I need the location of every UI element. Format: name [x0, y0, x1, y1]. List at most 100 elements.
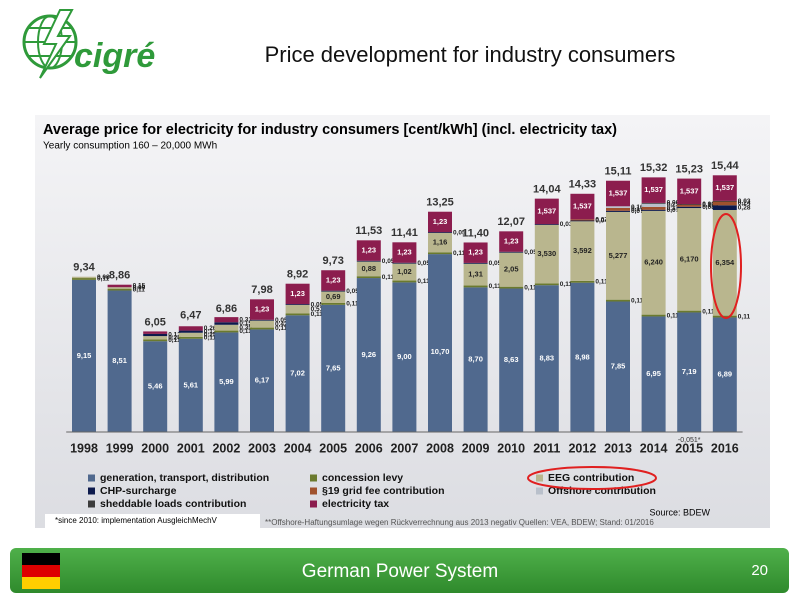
bar-segment: [285, 315, 310, 432]
value-label: 0,07: [631, 208, 644, 215]
value-label: 0,11: [453, 250, 466, 257]
value-label: 0,15: [239, 320, 252, 327]
bar-segment: [463, 287, 488, 432]
bar-segment: [214, 330, 239, 333]
value-label: 0,11: [524, 284, 537, 291]
value-label: 1,537: [573, 202, 592, 211]
bar-segment: [463, 285, 488, 288]
value-label: 6,89: [717, 370, 732, 379]
footer-bar: [10, 548, 789, 593]
bar-segment: [356, 278, 381, 432]
value-label: 1,23: [361, 246, 376, 255]
bar-segment: [72, 279, 96, 432]
annotation: -0,051*: [678, 437, 701, 444]
page-number: 20: [751, 562, 768, 579]
bar-segment: [641, 316, 666, 432]
legend-swatch: [88, 487, 95, 495]
bar-segment: [606, 180, 630, 207]
value-label: 0,11: [595, 279, 608, 286]
value-label: 1,537: [537, 206, 556, 215]
value-label: 5,61: [183, 380, 198, 389]
value-label: 0,11: [311, 311, 324, 318]
legend-label: sheddable loads contribution: [100, 498, 246, 510]
value-label: 1,23: [504, 237, 519, 246]
value-label: 0,15: [133, 283, 146, 290]
value-label: 0,04: [595, 218, 608, 225]
x-tick-label: 2005: [319, 441, 347, 455]
bar-segment: [606, 206, 630, 208]
x-tick-label: 1998: [70, 441, 98, 455]
bar-segment: [321, 302, 346, 305]
bar-segment: [428, 232, 452, 253]
total-label: 15,44: [711, 160, 739, 172]
value-label: 0,69: [326, 292, 341, 301]
bar-segment: [214, 317, 239, 323]
bar-segment: [356, 260, 381, 262]
bar-segment: [214, 322, 239, 325]
value-label: 1,23: [290, 289, 305, 298]
total-label: 8,86: [109, 270, 130, 282]
footnote: *since 2010: implementation AusgleichMec…: [55, 516, 218, 525]
total-label: 11,40: [462, 227, 489, 239]
bar-segment: [641, 177, 666, 203]
slide-title: Price development for industry consumers: [265, 42, 676, 67]
value-label: 7,02: [290, 369, 305, 378]
value-label: 1,23: [433, 217, 448, 226]
value-label: 8,98: [575, 352, 590, 361]
bar-segment: [250, 319, 274, 321]
bar-segment: [677, 312, 702, 432]
bar-segment: [356, 261, 381, 277]
total-label: 15,32: [640, 162, 668, 174]
value-label: 1,23: [255, 305, 270, 314]
legend-swatch: [310, 487, 317, 495]
x-tick-label: 2002: [212, 441, 240, 455]
bar-segment: [356, 240, 381, 261]
total-label: 9,34: [73, 262, 95, 274]
bar-segment: [534, 198, 559, 225]
value-label: 7,19: [682, 367, 697, 376]
value-label: 1,537: [609, 188, 628, 197]
bar-segment: [392, 262, 417, 264]
bar-segment: [712, 317, 737, 432]
value-label: 0,09: [133, 285, 146, 292]
bar-segment: [250, 320, 274, 328]
bar-segment: [143, 336, 168, 340]
legend-swatch: [536, 487, 543, 495]
value-label: 0,11: [168, 337, 181, 344]
value-label: 5,277: [609, 251, 628, 260]
value-label: 3,530: [537, 249, 556, 258]
value-label: 2,05: [504, 265, 519, 274]
bar-segment: [570, 280, 595, 283]
bar-segment: [178, 338, 203, 432]
bar-segment: [107, 288, 132, 291]
value-label: 0,10: [631, 204, 644, 211]
bar-segment: [463, 262, 488, 264]
value-label: 0,05: [382, 258, 395, 265]
legend-label: generation, transport, distribution: [100, 472, 269, 484]
value-label: 0,51: [311, 306, 324, 313]
bar-segment: [392, 242, 417, 263]
value-label: 0,05: [489, 260, 502, 267]
value-label: 0,28: [738, 204, 751, 211]
x-tick-label: 2012: [568, 441, 596, 455]
bar-segment: [712, 205, 737, 210]
value-label: 0,23: [667, 202, 680, 209]
total-label: 6,47: [180, 309, 201, 321]
value-label: 0,88: [361, 264, 376, 273]
value-label: 8,51: [112, 356, 127, 365]
total-label: 7,98: [251, 284, 272, 296]
value-label: 1,23: [468, 248, 483, 257]
bar-segment: [321, 270, 346, 291]
bar-segment: [570, 221, 595, 281]
total-label: 6,05: [144, 316, 165, 328]
value-label: 8,83: [539, 354, 554, 363]
total-label: 11,41: [391, 227, 418, 239]
bar-segment: [677, 178, 702, 205]
bar-segment: [214, 324, 239, 331]
total-label: 15,23: [675, 164, 703, 176]
bar-segment: [641, 202, 666, 204]
bar-segment: [214, 332, 239, 432]
bar-segment: [178, 326, 203, 331]
bar-segment: [107, 290, 132, 432]
value-label: 7,65: [326, 363, 341, 372]
